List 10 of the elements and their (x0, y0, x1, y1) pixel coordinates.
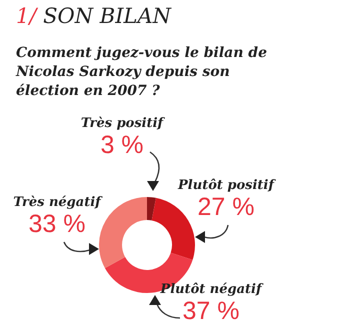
data-label: 33 % (28, 210, 86, 238)
data-label: 37 % (182, 297, 240, 325)
slice-label: Très positif (80, 116, 166, 131)
slice-label: Plutôt négatif (159, 282, 264, 297)
slice-label: Plutôt positif (177, 178, 276, 193)
data-label: 27 % (198, 193, 254, 221)
slice-label: Très négatif (13, 195, 104, 210)
data-label: 3 % (100, 131, 144, 159)
chart-title: 1/ SON BILAN (16, 4, 171, 28)
chart-subtitle: Comment jugez-vous le bilan de Nicolas Sarkozy depuis son élection en 2007 ? (16, 44, 268, 101)
